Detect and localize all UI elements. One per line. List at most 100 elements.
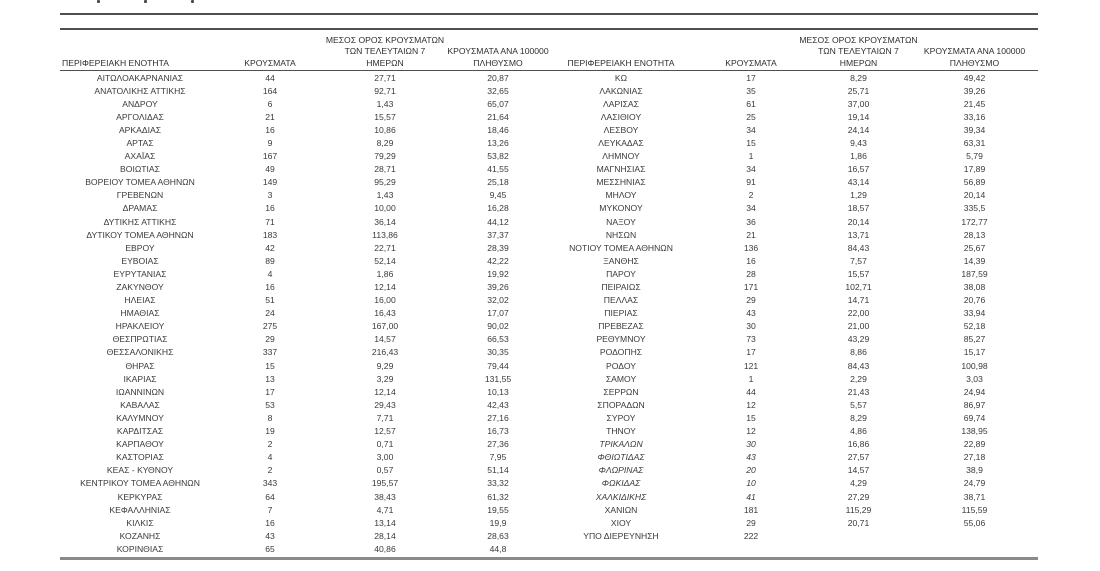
table-row: ΛΕΥΚΑΔΑΣ 15 9,43 63,31 [546, 137, 1038, 150]
cases-cell: 15 [746, 412, 756, 423]
region-cell: ΑΧΑΪΑΣ [124, 151, 156, 162]
region-cell: ΦΛΩΡΙΝΑΣ [598, 465, 644, 476]
cases-cell: 1 [748, 151, 754, 162]
region-cell: ΣΠΟΡΑΔΩΝ [597, 399, 645, 410]
table-row: ΛΑΚΩΝΙΑΣ 35 25,71 39,26 [546, 85, 1038, 98]
table-row: ΚΕΑΣ - ΚΥΘΝΟΥ 2 0,57 51,14 [60, 464, 546, 477]
avg7-cell: 20,71 [847, 517, 870, 528]
cases-cell: 15 [265, 360, 275, 371]
table-row: ΚΑΣΤΟΡΙΑΣ 4 3,00 7,95 [60, 451, 546, 464]
cropped-text-dot [144, 0, 147, 3]
avg7-cell: 216,43 [371, 347, 399, 358]
per100k-cell: 85,27 [963, 334, 986, 345]
avg7-cell: 37,00 [847, 98, 870, 109]
cases-cell: 34 [746, 203, 756, 214]
cases-cell: 71 [265, 216, 275, 227]
per100k-cell: 9,45 [489, 190, 507, 201]
avg7-cell: 92,71 [374, 85, 396, 96]
cases-cell: 17 [265, 386, 275, 397]
avg7-cell: 1,86 [850, 151, 867, 162]
region-cell: ΧΑΛΚΙΔΙΚΗΣ [595, 491, 647, 502]
cases-cell: 91 [746, 177, 756, 188]
avg7-cell: 28,71 [374, 164, 396, 175]
per100k-cell: 138,95 [961, 426, 988, 437]
avg7-cell: 12,14 [374, 282, 396, 292]
cases-cell: 183 [262, 229, 278, 240]
avg7-cell: 113,86 [372, 229, 398, 240]
avg7-cell: 10,86 [374, 124, 396, 135]
cases-cell: 3 [267, 190, 273, 201]
table-row: ΑΡΚΑΔΙΑΣ 16 10,86 18,46 [60, 124, 546, 137]
col-header-per100k: ΚΡΟΥΣΜΑΤΑ ΑΝΑ 100000 ΠΛΗΘΥΣΜΟ [447, 32, 548, 69]
table-row: ΚΕΝΤΡΙΚΟΥ ΤΟΜΕΑ ΑΘΗΝΩΝ 343 195,57 33,32 [60, 477, 546, 490]
region-cell: ΠΙΕΡΙΑΣ [604, 308, 638, 319]
per100k-cell: 90,02 [487, 321, 509, 332]
avg7-cell: 14,57 [847, 465, 870, 476]
per100k-cell: 39,26 [963, 85, 986, 96]
cases-cell: 167 [262, 151, 278, 162]
cases-cell: 8 [267, 412, 273, 423]
region-cell: ΑΝΔΡΟΥ [122, 98, 158, 109]
per100k-cell: 27,16 [487, 412, 509, 423]
region-cell: ΛΑΡΙΣΑΣ [603, 98, 639, 109]
avg7-cell: 18,57 [847, 203, 870, 214]
table-row: ΠΑΡΟΥ 28 15,57 187,59 [546, 268, 1038, 281]
per100k-cell: 16,28 [487, 203, 509, 214]
table-row: ΓΡΕΒΕΝΩΝ 3 1,43 9,45 [60, 189, 546, 202]
region-cell: ΚΕΝΤΡΙΚΟΥ ΤΟΜΕΑ ΑΘΗΝΩΝ [80, 478, 200, 489]
avg7-cell: 25,71 [847, 85, 870, 96]
cases-cell: 34 [746, 164, 756, 175]
region-cell: ΧΙΟΥ [610, 517, 632, 528]
table-row: ΘΕΣΣΑΛΟΝΙΚΗΣ 337 216,43 30,35 [60, 346, 546, 359]
region-cell: ΚΑΒΑΛΑΣ [120, 399, 160, 410]
table-row: ΧΑΝΙΩΝ 181 115,29 115,59 [546, 504, 1038, 517]
per100k-cell: 38,9 [966, 465, 983, 476]
per100k-cell: 38,71 [963, 491, 986, 502]
col-header-per100k: ΚΡΟΥΣΜΑΤΑ ΑΝΑ 100000 ΠΛΗΘΥΣΜΟ [911, 32, 1038, 69]
per100k-cell: 39,34 [963, 124, 986, 135]
cases-cell: 42 [265, 242, 275, 253]
avg7-cell: 8,29 [376, 137, 394, 148]
avg7-cell: 21,43 [847, 386, 870, 397]
region-cell: ΔΥΤΙΚΗΣ ΑΤΤΙΚΗΣ [103, 216, 177, 227]
per100k-cell: 66,53 [487, 334, 509, 345]
table-row: ΛΕΣΒΟΥ 34 24,14 39,34 [546, 124, 1038, 137]
avg7-cell: 84,43 [847, 242, 870, 253]
region-cell: ΣΑΜΟΥ [605, 373, 637, 384]
per100k-cell: 55,06 [963, 517, 986, 528]
col-header-avg7-line3: ΗΜΕΡΩΝ [366, 57, 404, 68]
cases-cell: 2 [748, 190, 754, 201]
col-header-cases-label: ΚΡΟΥΣΜΑΤΑ [244, 57, 296, 68]
avg7-cell: 102,71 [845, 282, 872, 292]
per100k-cell: 172,77 [961, 216, 988, 227]
table-row: ΜΕΣΣΗΝΙΑΣ 91 43,14 56,89 [546, 176, 1038, 189]
right-table-rows: ΚΩ 17 8,29 49,42 ΛΑΚΩΝΙΑΣ 35 25,71 39,26 ΛΑΡΙΣΑΣ… [546, 72, 1038, 556]
cases-cell: 6 [267, 98, 273, 109]
per100k-cell: 33,32 [487, 478, 509, 489]
per100k-cell: 65,07 [487, 98, 509, 109]
region-cell: ΚΕΦΑΛΛΗΝΙΑΣ [109, 504, 171, 515]
region-cell: ΚΩ [614, 72, 628, 83]
table-row: ΡΕΘΥΜΝΟΥ 73 43,29 85,27 [546, 333, 1038, 346]
region-cell: ΠΕΛΛΑΣ [603, 295, 639, 306]
region-cell: ΤΡΙΚΑΛΩΝ [599, 439, 643, 450]
region-cell: ΒΟΡΕΙΟΥ ΤΟΜΕΑ ΑΘΗΝΩΝ [85, 177, 195, 188]
cases-cell: 136 [743, 242, 759, 253]
table-row: ΛΑΣΙΘΙΟΥ 25 19,14 33,16 [546, 111, 1038, 124]
region-cell: ΔΡΑΜΑΣ [122, 203, 158, 214]
region-cell: ΑΝΑΤΟΛΙΚΗΣ ΑΤΤΙΚΗΣ [94, 85, 186, 96]
region-cell: ΚΟΖΑΝΗΣ [119, 530, 161, 541]
cases-cell: 16 [265, 203, 275, 214]
per100k-cell: 27,18 [963, 452, 986, 463]
region-cell: ΤΗΝΟΥ [606, 426, 636, 437]
avg7-cell: 15,57 [847, 268, 870, 279]
cases-cell: 10 [746, 478, 756, 489]
table-row: ΚΙΛΚΙΣ 16 13,14 19,9 [60, 517, 546, 530]
per100k-cell: 25,67 [963, 242, 986, 253]
per100k-cell: 27,36 [487, 439, 509, 450]
region-cell: ΚΑΣΤΟΡΙΑΣ [116, 452, 164, 463]
region-cell: ΑΡΚΑΔΙΑΣ [118, 124, 162, 135]
per100k-cell: 28,63 [487, 530, 509, 541]
table-row: ΦΛΩΡΙΝΑΣ 20 14,57 38,9 [546, 464, 1038, 477]
table-row: ΜΑΓΝΗΣΙΑΣ 34 16,57 17,89 [546, 163, 1038, 176]
